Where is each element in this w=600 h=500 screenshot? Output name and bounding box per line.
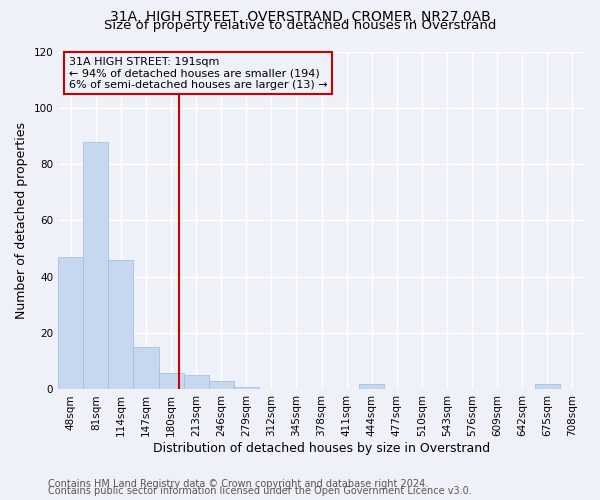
Bar bbox=[133, 347, 158, 390]
Bar bbox=[109, 260, 133, 390]
Text: Contains HM Land Registry data © Crown copyright and database right 2024.: Contains HM Land Registry data © Crown c… bbox=[48, 479, 428, 489]
Bar bbox=[359, 384, 385, 390]
Text: Size of property relative to detached houses in Overstrand: Size of property relative to detached ho… bbox=[104, 19, 496, 32]
Bar bbox=[83, 142, 109, 390]
Text: 31A, HIGH STREET, OVERSTRAND, CROMER, NR27 0AB: 31A, HIGH STREET, OVERSTRAND, CROMER, NR… bbox=[110, 10, 490, 24]
Text: 31A HIGH STREET: 191sqm
← 94% of detached houses are smaller (194)
6% of semi-de: 31A HIGH STREET: 191sqm ← 94% of detache… bbox=[69, 56, 328, 90]
X-axis label: Distribution of detached houses by size in Overstrand: Distribution of detached houses by size … bbox=[153, 442, 490, 455]
Bar bbox=[158, 372, 184, 390]
Y-axis label: Number of detached properties: Number of detached properties bbox=[15, 122, 28, 319]
Bar bbox=[184, 376, 209, 390]
Text: Contains public sector information licensed under the Open Government Licence v3: Contains public sector information licen… bbox=[48, 486, 472, 496]
Bar bbox=[58, 257, 83, 390]
Bar bbox=[535, 384, 560, 390]
Bar bbox=[234, 386, 259, 390]
Bar bbox=[209, 381, 234, 390]
